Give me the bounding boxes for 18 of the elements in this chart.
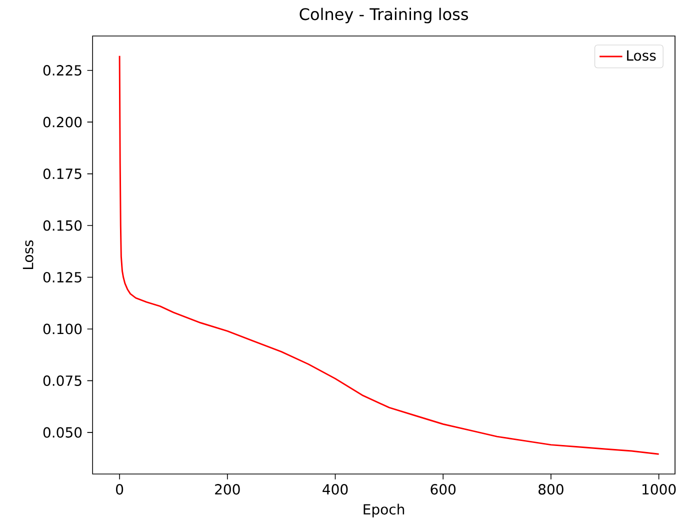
x-axis-title: Epoch <box>364 504 404 518</box>
chart-title: Colney - Training loss <box>300 8 468 24</box>
x-tick-label: 0 <box>116 484 124 495</box>
x-tick-label: 1000 <box>642 484 676 495</box>
x-tick-label: 600 <box>430 484 456 495</box>
y-tick-label: 0.175 <box>43 168 82 180</box>
y-axis-title: Loss <box>22 240 34 269</box>
y-tick-label: 0.150 <box>43 220 82 231</box>
y-tick-label: 0.125 <box>43 272 82 283</box>
y-tick-label: 0.200 <box>43 116 82 128</box>
x-tick-label: 800 <box>538 484 564 495</box>
y-tick-label: 0.225 <box>43 65 82 76</box>
x-tick-label: 200 <box>215 484 240 495</box>
legend-label: Loss <box>627 50 656 61</box>
y-tick-label: 0.050 <box>43 427 82 438</box>
y-tick-label: 0.075 <box>43 375 82 386</box>
x-tick-label: 400 <box>322 484 348 495</box>
y-tick-label: 0.100 <box>43 324 82 334</box>
